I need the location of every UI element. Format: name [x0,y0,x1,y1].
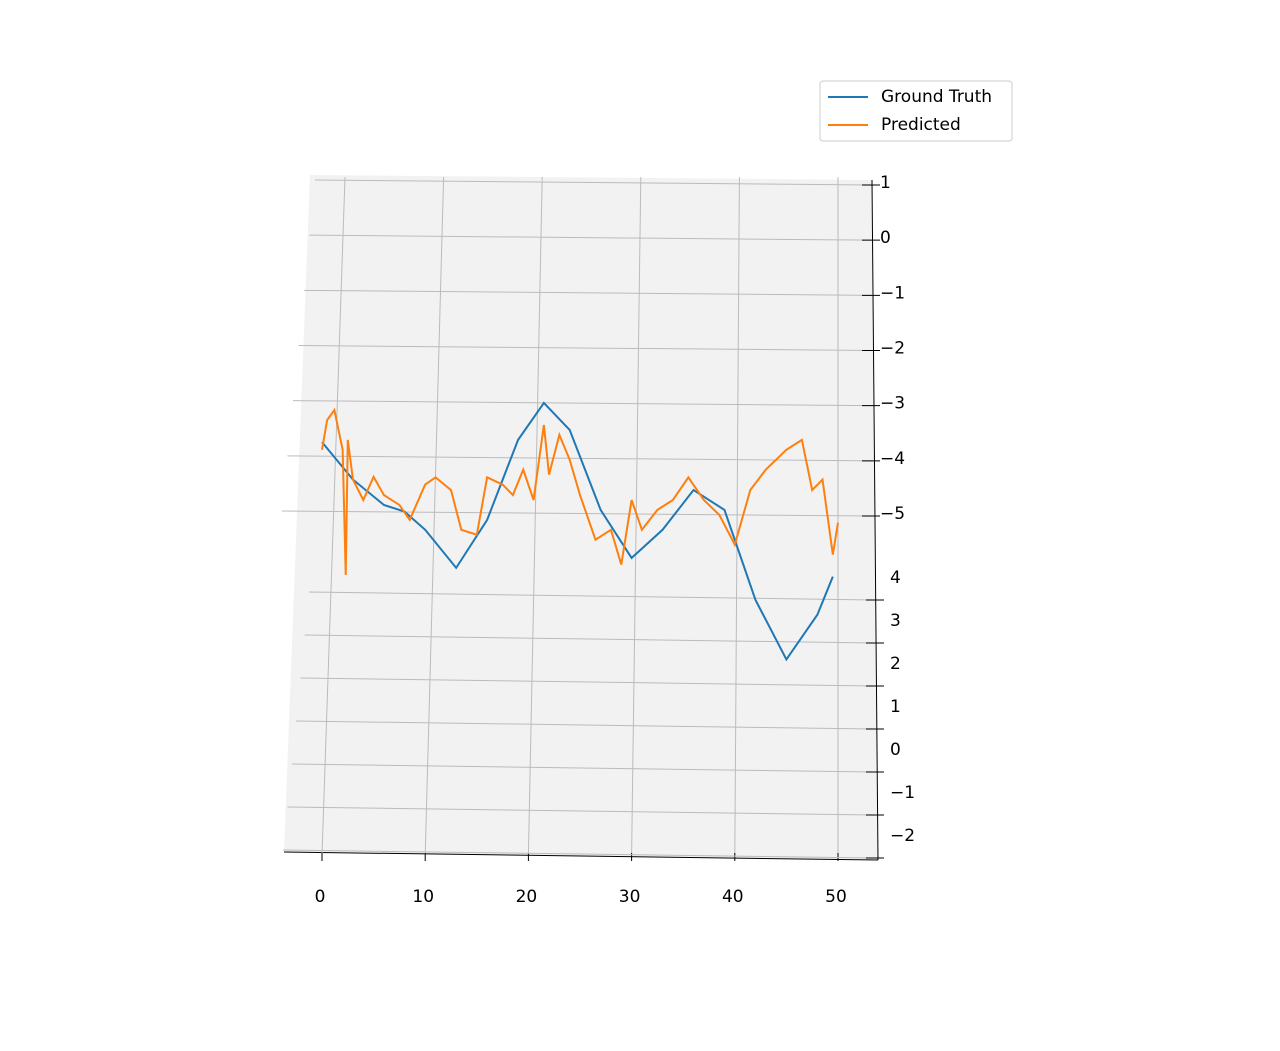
grid-line [298,345,873,351]
pane [284,175,878,860]
grid-line [309,234,873,241]
z-axis [871,179,879,861]
z-tick-label: −5 [880,504,905,524]
legend-label: Ground Truth [881,87,992,107]
x-axis [283,851,879,861]
legend-label: Predicted [881,115,961,135]
grid-line [300,677,875,687]
z-tick-label: −1 [880,283,905,303]
grid-line [292,400,873,407]
z-tick-label: −2 [880,339,905,359]
grid-line [321,176,346,856]
y-tick-label: 4 [890,568,901,588]
grid-line [291,763,875,773]
grid-line [303,289,873,296]
y-tick-label: 3 [890,611,901,631]
grid-line [308,591,875,601]
grid-line [424,176,445,856]
y-tick-label: 1 [890,697,901,717]
grid-line [296,720,875,730]
z-tick-label: 0 [880,228,891,248]
x-tick-label: 40 [722,887,744,907]
grid-line [283,849,875,859]
z-tick-label: −4 [880,449,905,469]
x-tick-label: 20 [516,887,538,907]
grid-line [734,176,740,856]
z-tick-label: −3 [880,394,905,414]
series-line [321,407,839,576]
x-tick-label: 10 [412,887,434,907]
z-tick-label: 1 [880,173,891,193]
x-tick-label: 0 [315,887,326,907]
x-tick-label: 30 [619,887,641,907]
grid-line [287,806,875,816]
y-tick-label: −1 [890,783,915,803]
grid-line [304,634,875,644]
x-tick-label: 50 [825,887,847,907]
y-tick-label: −2 [890,826,915,846]
y-tick-label: 2 [890,654,901,674]
grid-line [314,179,873,186]
y-tick-label: 0 [890,740,901,760]
grid-line [281,510,873,517]
grid-line [527,176,543,856]
